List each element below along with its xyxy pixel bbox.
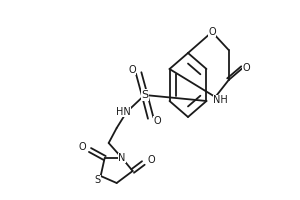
Text: O: O <box>148 155 155 165</box>
Text: O: O <box>78 142 86 152</box>
Text: O: O <box>154 116 161 126</box>
Text: S: S <box>141 90 148 100</box>
Text: N: N <box>118 153 126 163</box>
Text: O: O <box>128 65 136 75</box>
Text: O: O <box>242 63 250 73</box>
Text: S: S <box>94 175 101 185</box>
Text: O: O <box>208 27 216 37</box>
Text: HN: HN <box>116 107 131 117</box>
Text: NH: NH <box>213 95 228 105</box>
